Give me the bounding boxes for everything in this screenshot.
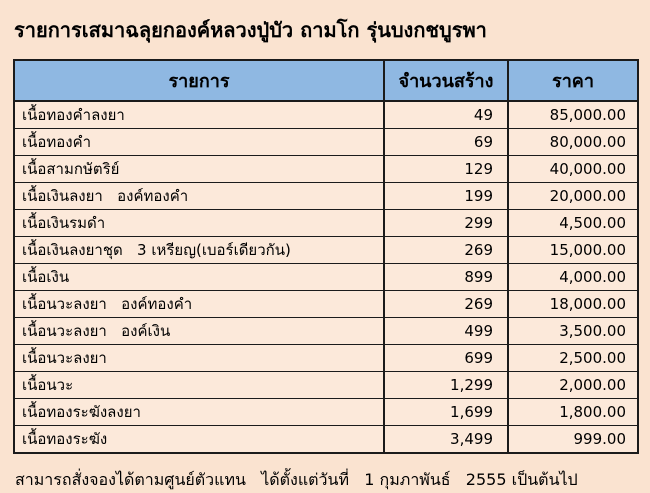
cell-item: เนื้อทองระฆัง (13, 425, 385, 454)
price-table: รายการ จำนวนสร้าง ราคา เนื้อทองคำลงยา 49 8… (13, 59, 639, 454)
cell-item: เนื้อทองคำ (13, 128, 385, 156)
cell-quantity: 699 (383, 344, 509, 372)
table-row: เนื้อนวะลงยา องค์ทองคำ 269 18,000.00 (13, 290, 639, 318)
cell-quantity: 69 (383, 128, 509, 156)
cell-quantity: 1,299 (383, 371, 509, 399)
cell-item: เนื้อทองคำลงยา (13, 100, 385, 129)
page-title: รายการเสมาฉลุยกองค์หลวงปู่บัว ถามโก รุ่น… (14, 18, 487, 42)
cell-item: เนื้อเงินรมดำ (13, 209, 385, 237)
cell-price: 2,500.00 (507, 344, 639, 372)
cell-price: 15,000.00 (507, 236, 639, 264)
cell-price: 18,000.00 (507, 290, 639, 318)
cell-quantity: 269 (383, 290, 509, 318)
cell-quantity: 269 (383, 236, 509, 264)
cell-price: 999.00 (507, 425, 639, 454)
cell-item: เนื้อเงินลงยาชุด 3 เหรียญ(เบอร์เดียวกัน) (13, 236, 385, 264)
header-cell-quantity: จำนวนสร้าง (383, 59, 509, 102)
cell-price: 40,000.00 (507, 155, 639, 183)
cell-item: เนื้อทองระฆังลงยา (13, 398, 385, 426)
table-row: เนื้อเงินลงยา องค์ทองคำ 199 20,000.00 (13, 182, 639, 210)
cell-quantity: 299 (383, 209, 509, 237)
cell-price: 2,000.00 (507, 371, 639, 399)
table-row: เนื้อนวะลงยา 699 2,500.00 (13, 344, 639, 372)
cell-price: 4,000.00 (507, 263, 639, 291)
cell-price: 85,000.00 (507, 100, 639, 129)
cell-price: 3,500.00 (507, 317, 639, 345)
cell-quantity: 199 (383, 182, 509, 210)
cell-item: เนื้อนวะ (13, 371, 385, 399)
table-row: เนื้อทองระฆัง 3,499 999.00 (13, 425, 639, 454)
footer-note: สามารถสั่งจองได้ตามศูนย์ตัวแทน ได้ตั้งแต… (15, 470, 578, 489)
cell-quantity: 129 (383, 155, 509, 183)
table-row: เนื้อเงินลงยาชุด 3 เหรียญ(เบอร์เดียวกัน)… (13, 236, 639, 264)
cell-item: เนื้อสามกษัตริย์ (13, 155, 385, 183)
cell-item: เนื้อนวะลงยา องค์ทองคำ (13, 290, 385, 318)
table-body: เนื้อทองคำลงยา 49 85,000.00 เนื้อทองคำ 69 80,… (13, 100, 639, 454)
cell-price: 1,800.00 (507, 398, 639, 426)
table-row: เนื้อสามกษัตริย์ 129 40,000.00 (13, 155, 639, 183)
cell-item: เนื้อเงินลงยา องค์ทองคำ (13, 182, 385, 210)
cell-item: เนื้อนวะลงยา (13, 344, 385, 372)
cell-price: 4,500.00 (507, 209, 639, 237)
cell-price: 80,000.00 (507, 128, 639, 156)
cell-quantity: 499 (383, 317, 509, 345)
cell-item: เนื้อเงิน (13, 263, 385, 291)
cell-quantity: 899 (383, 263, 509, 291)
table-row: เนื้อเงินรมดำ 299 4,500.00 (13, 209, 639, 237)
table-row: เนื้อเงิน 899 4,000.00 (13, 263, 639, 291)
table-header-row: รายการ จำนวนสร้าง ราคา (13, 59, 639, 102)
cell-quantity: 3,499 (383, 425, 509, 454)
table-row: เนื้อทองคำ 69 80,000.00 (13, 128, 639, 156)
header-cell-item: รายการ (13, 59, 385, 102)
document-page: รายการเสมาฉลุยกองค์หลวงปู่บัว ถามโก รุ่น… (0, 14, 650, 493)
header-cell-price: ราคา (507, 59, 639, 102)
table-row: เนื้อทองคำลงยา 49 85,000.00 (13, 100, 639, 129)
cell-quantity: 49 (383, 100, 509, 129)
table-row: เนื้อนวะ 1,299 2,000.00 (13, 371, 639, 399)
table-row: เนื้อทองระฆังลงยา 1,699 1,800.00 (13, 398, 639, 426)
cell-quantity: 1,699 (383, 398, 509, 426)
table-row: เนื้อนวะลงยา องค์เงิน 499 3,500.00 (13, 317, 639, 345)
cell-price: 20,000.00 (507, 182, 639, 210)
cell-item: เนื้อนวะลงยา องค์เงิน (13, 317, 385, 345)
